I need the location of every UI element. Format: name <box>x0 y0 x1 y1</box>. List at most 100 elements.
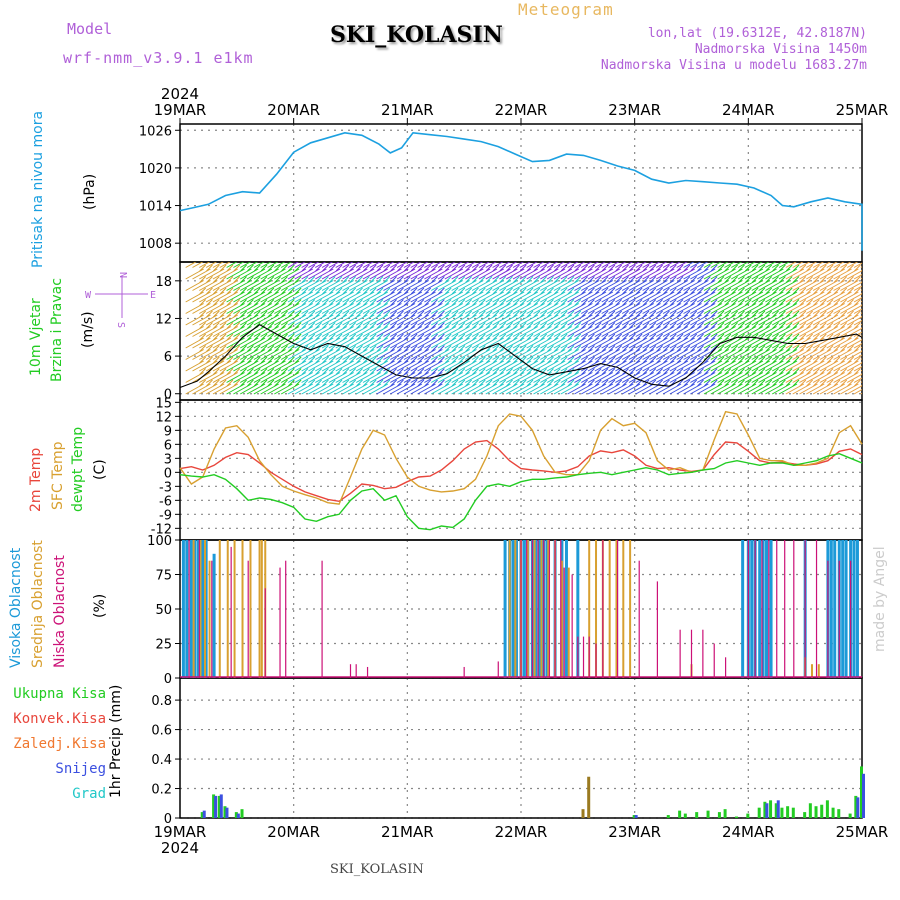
top-date-label: 24MAR <box>722 101 775 119</box>
wind-barb <box>308 264 329 280</box>
wind-barb <box>765 276 786 291</box>
wind-barb <box>737 299 759 314</box>
wind-barb <box>505 310 527 326</box>
wind-barb <box>771 368 793 383</box>
wind-barb <box>615 379 636 395</box>
wind-barb <box>458 345 479 360</box>
wind-barb <box>471 333 493 349</box>
wind-barb <box>710 379 732 395</box>
wind-barb <box>485 264 507 280</box>
wind-barb <box>335 356 357 372</box>
year-bottom: 2024 <box>161 839 199 857</box>
wind-barb <box>785 276 807 291</box>
wind-barb <box>710 322 732 337</box>
wind-barb <box>260 299 282 314</box>
wind-barb <box>587 310 609 326</box>
wind-barb <box>826 356 848 372</box>
wind-barb <box>690 299 711 314</box>
wind-barb <box>458 264 479 280</box>
wind-barb <box>778 345 800 360</box>
top-date-label: 25MAR <box>836 101 889 119</box>
wind-barb <box>860 335 862 337</box>
wind-barb <box>451 310 473 326</box>
rain-bar <box>581 809 585 818</box>
mid-cloud-bar <box>540 540 543 678</box>
wind-barb <box>553 276 575 291</box>
wind-barb <box>219 287 241 303</box>
wind-barb <box>342 333 363 349</box>
wind-barb <box>683 379 704 395</box>
wind-barb <box>410 356 432 372</box>
wind-barb <box>192 299 213 314</box>
wind-barb <box>703 276 725 291</box>
wind-barb <box>758 276 779 291</box>
mid-cloud-bar <box>588 540 591 678</box>
wind-barb <box>608 276 629 291</box>
wind-barb <box>710 276 732 291</box>
wind-barb <box>383 322 404 337</box>
wind-barb <box>860 289 862 291</box>
wind-barb <box>826 368 848 383</box>
wind-barb <box>376 276 397 291</box>
wind-barb <box>253 333 275 349</box>
wind-barb <box>717 299 738 314</box>
wind-barb <box>403 333 425 349</box>
wind-barb <box>785 356 807 372</box>
wind-barb <box>649 264 670 280</box>
wind-barb <box>342 262 354 268</box>
wind-barb <box>683 345 704 360</box>
wind-barb <box>471 299 493 314</box>
wind-barb <box>792 264 814 280</box>
wind-barb <box>553 333 575 349</box>
wind-barb <box>724 322 745 337</box>
wind-barb <box>826 299 848 314</box>
wind-barb <box>505 299 527 314</box>
wind-barb <box>219 333 241 349</box>
wind-barb <box>417 264 438 280</box>
wind-barb <box>751 322 773 337</box>
wind-barb <box>642 299 663 314</box>
wind-barb <box>758 299 779 314</box>
wind-barb <box>560 310 582 326</box>
wind-barb <box>274 262 286 268</box>
wind-barb <box>485 356 507 372</box>
wind-barb <box>744 345 766 360</box>
wind-barb <box>792 379 814 395</box>
wind-barb <box>465 379 486 395</box>
wind-barb <box>205 276 227 291</box>
wind-barb <box>199 276 220 291</box>
model-altitude: Nadmorska Visina u modelu 1683.27m <box>600 58 867 73</box>
wind-barb <box>649 287 670 303</box>
wind-barb <box>737 345 759 360</box>
wind-barb <box>833 345 854 360</box>
wind-barb <box>458 287 479 303</box>
wind-barb <box>240 264 261 280</box>
wind-barb <box>294 299 316 314</box>
rain-bar <box>695 812 699 818</box>
wind-barb <box>853 366 862 372</box>
wind-barb <box>362 262 374 268</box>
wind-barb <box>492 262 504 268</box>
wind-barb <box>499 262 511 268</box>
wind-barb <box>846 269 862 280</box>
wind-barb <box>731 264 752 280</box>
wind-barb <box>451 299 473 314</box>
wind-barb <box>185 368 207 383</box>
wind-barb <box>553 310 575 326</box>
wind-barb <box>240 262 252 268</box>
snow-bar <box>862 773 865 818</box>
wind-barb <box>287 368 309 383</box>
wind-barb <box>512 379 534 395</box>
wind-barb <box>430 276 452 291</box>
wind-barb <box>724 345 745 360</box>
wind-barb <box>369 368 391 383</box>
wind-barb <box>526 333 548 349</box>
wind-barb <box>812 322 834 337</box>
wind-barb <box>724 356 745 372</box>
wind-barb <box>744 276 766 291</box>
wind-barb <box>321 379 343 395</box>
wind-barb <box>369 287 391 303</box>
wind-barb <box>430 356 452 372</box>
wind-barb <box>219 262 231 268</box>
wind-barb <box>840 333 861 349</box>
